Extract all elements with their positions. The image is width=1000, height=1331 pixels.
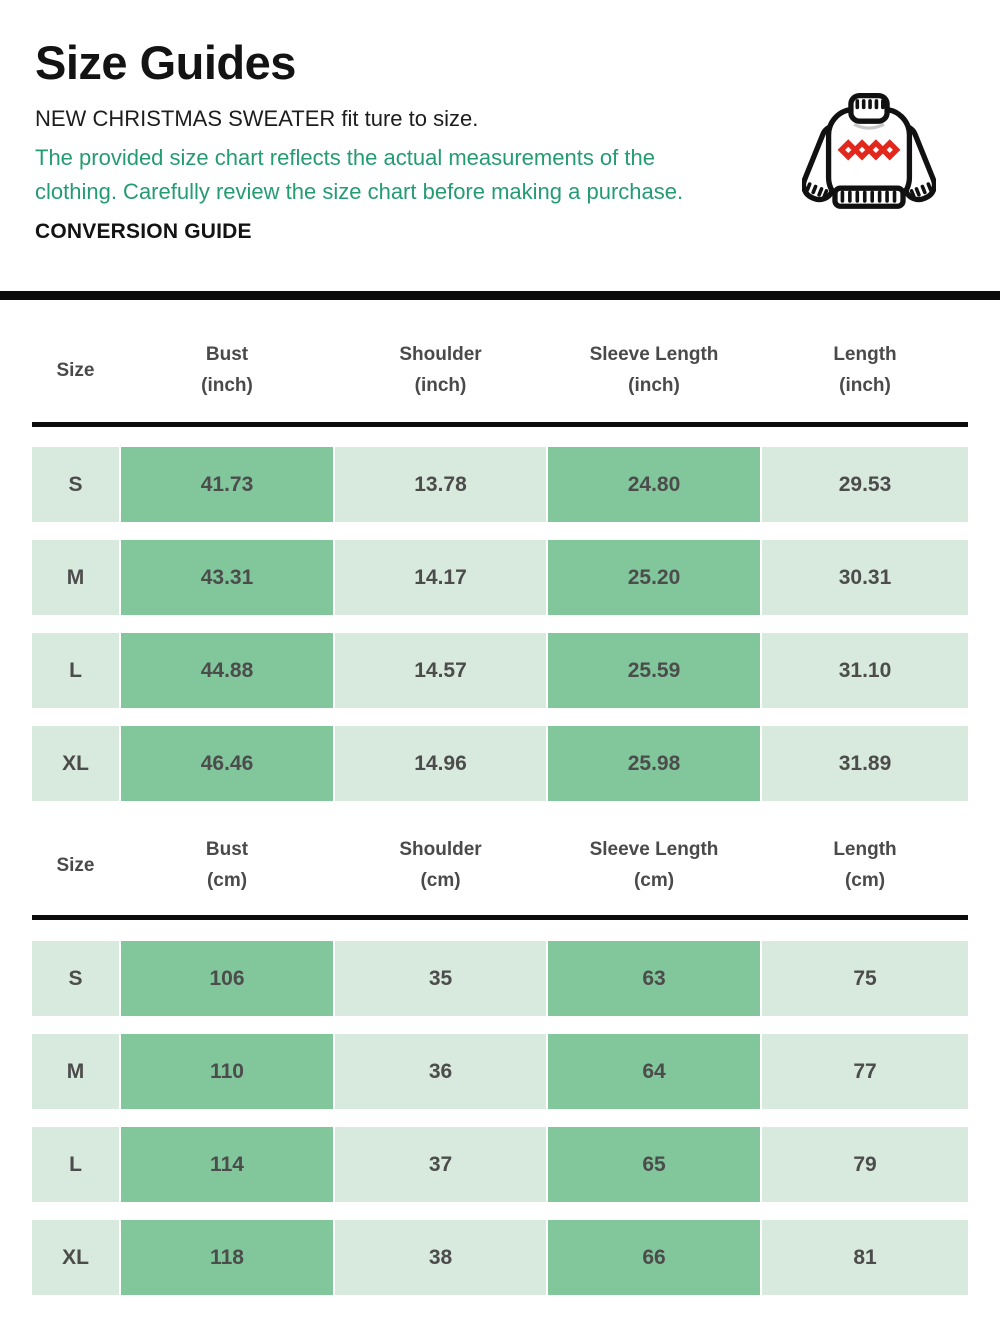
header-cell-shoulder: Shoulder (cm): [335, 834, 546, 896]
size-cell: XL: [32, 1220, 119, 1295]
header-label: Length: [833, 344, 897, 365]
size-cell: S: [32, 941, 119, 1016]
christmas-sweater-icon: [802, 92, 936, 209]
header-cell-shoulder: Shoulder (inch): [335, 339, 546, 401]
size-cell: S: [32, 447, 119, 522]
bust-cell: 46.46: [121, 726, 333, 801]
header-label: Length: [833, 839, 897, 860]
intro-block: Size Guides NEW CHRISTMAS SWEATER fit tu…: [35, 34, 775, 244]
length-cell: 31.10: [762, 633, 968, 708]
header-unit: (inch): [628, 375, 680, 396]
shoulder-cell: 36: [335, 1034, 546, 1109]
header-cell-length: Length (inch): [762, 339, 968, 401]
header-label: Bust: [205, 839, 249, 860]
table-row: S 41.73 13.78 24.80 29.53: [32, 447, 968, 522]
size-table-inch-header: Size Bust (inch) Shoulder (inch) Sleeve …: [32, 318, 968, 422]
sleeve-length-cell: 25.20: [548, 540, 760, 615]
header-unit: (cm): [633, 870, 675, 891]
sleeve-length-cell: 63: [548, 941, 760, 1016]
page-title: Size Guides: [35, 36, 296, 89]
bust-cell: 41.73: [121, 447, 333, 522]
header-unit: (cm): [420, 870, 461, 891]
header-unit: (inch): [414, 375, 467, 396]
length-cell: 30.31: [762, 540, 968, 615]
header-label: Size: [56, 359, 95, 381]
bust-cell: 106: [121, 941, 333, 1016]
header-cell-sleeve-length: Sleeve Length (cm): [548, 834, 760, 896]
header-label: Sleeve Length: [589, 839, 719, 860]
header-unit: (cm): [844, 870, 886, 891]
conversion-guide-label: CONVERSION GUIDE: [35, 220, 252, 243]
shoulder-cell: 13.78: [335, 447, 546, 522]
table-row: XL 118 38 66 81: [32, 1220, 968, 1295]
shoulder-cell: 14.57: [335, 633, 546, 708]
header-label: Size: [56, 854, 95, 876]
shoulder-cell: 14.17: [335, 540, 546, 615]
header-unit: (inch): [201, 375, 253, 396]
size-tables: Size Bust (inch) Shoulder (inch) Sleeve …: [32, 318, 968, 1295]
sleeve-length-cell: 64: [548, 1034, 760, 1109]
sleeve-length-cell: 25.59: [548, 633, 760, 708]
header-cell-bust: Bust (cm): [121, 834, 333, 896]
header-label: Sleeve Length: [589, 344, 719, 365]
table-row: L 114 37 65 79: [32, 1127, 968, 1202]
length-cell: 29.53: [762, 447, 968, 522]
length-cell: 81: [762, 1220, 968, 1295]
bust-cell: 114: [121, 1127, 333, 1202]
header-cell-sleeve-length: Sleeve Length (inch): [548, 339, 760, 401]
size-cell: M: [32, 1034, 119, 1109]
sleeve-length-cell: 66: [548, 1220, 760, 1295]
table-row: M 110 36 64 77: [32, 1034, 968, 1109]
table-row: S 106 35 63 75: [32, 941, 968, 1016]
header-underline: [32, 915, 968, 920]
size-cell: XL: [32, 726, 119, 801]
note-text: The provided size chart reflects the act…: [35, 145, 684, 204]
size-cell: M: [32, 540, 119, 615]
size-cell: L: [32, 1127, 119, 1202]
bust-cell: 110: [121, 1034, 333, 1109]
header-cell-size: Size: [32, 850, 119, 881]
table-row: M 43.31 14.17 25.20 30.31: [32, 540, 968, 615]
table-row: L 44.88 14.57 25.59 31.10: [32, 633, 968, 708]
size-cell: L: [32, 633, 119, 708]
header-label: Bust: [205, 344, 249, 365]
header-label: Shoulder: [399, 839, 482, 860]
header-cell-size: Size: [32, 355, 119, 386]
table-row: XL 46.46 14.96 25.98 31.89: [32, 726, 968, 801]
length-cell: 75: [762, 941, 968, 1016]
length-cell: 79: [762, 1127, 968, 1202]
header-cell-length: Length (cm): [762, 834, 968, 896]
header-underline: [32, 422, 968, 427]
shoulder-cell: 14.96: [335, 726, 546, 801]
divider-bar: [0, 291, 1000, 300]
sleeve-length-cell: 24.80: [548, 447, 760, 522]
size-table-cm-header: Size Bust (cm) Shoulder (cm) Sleeve Leng…: [32, 815, 968, 915]
sleeve-length-cell: 25.98: [548, 726, 760, 801]
bust-cell: 118: [121, 1220, 333, 1295]
shoulder-cell: 35: [335, 941, 546, 1016]
header-cell-bust: Bust (inch): [121, 339, 333, 401]
length-cell: 77: [762, 1034, 968, 1109]
subtitle: NEW CHRISTMAS SWEATER fit ture to size.: [35, 106, 479, 131]
shoulder-cell: 37: [335, 1127, 546, 1202]
length-cell: 31.89: [762, 726, 968, 801]
header-unit: (inch): [839, 375, 891, 396]
bust-cell: 43.31: [121, 540, 333, 615]
sleeve-length-cell: 65: [548, 1127, 760, 1202]
bust-cell: 44.88: [121, 633, 333, 708]
shoulder-cell: 38: [335, 1220, 546, 1295]
header-unit: (cm): [206, 870, 248, 891]
header-label: Shoulder: [399, 344, 482, 365]
